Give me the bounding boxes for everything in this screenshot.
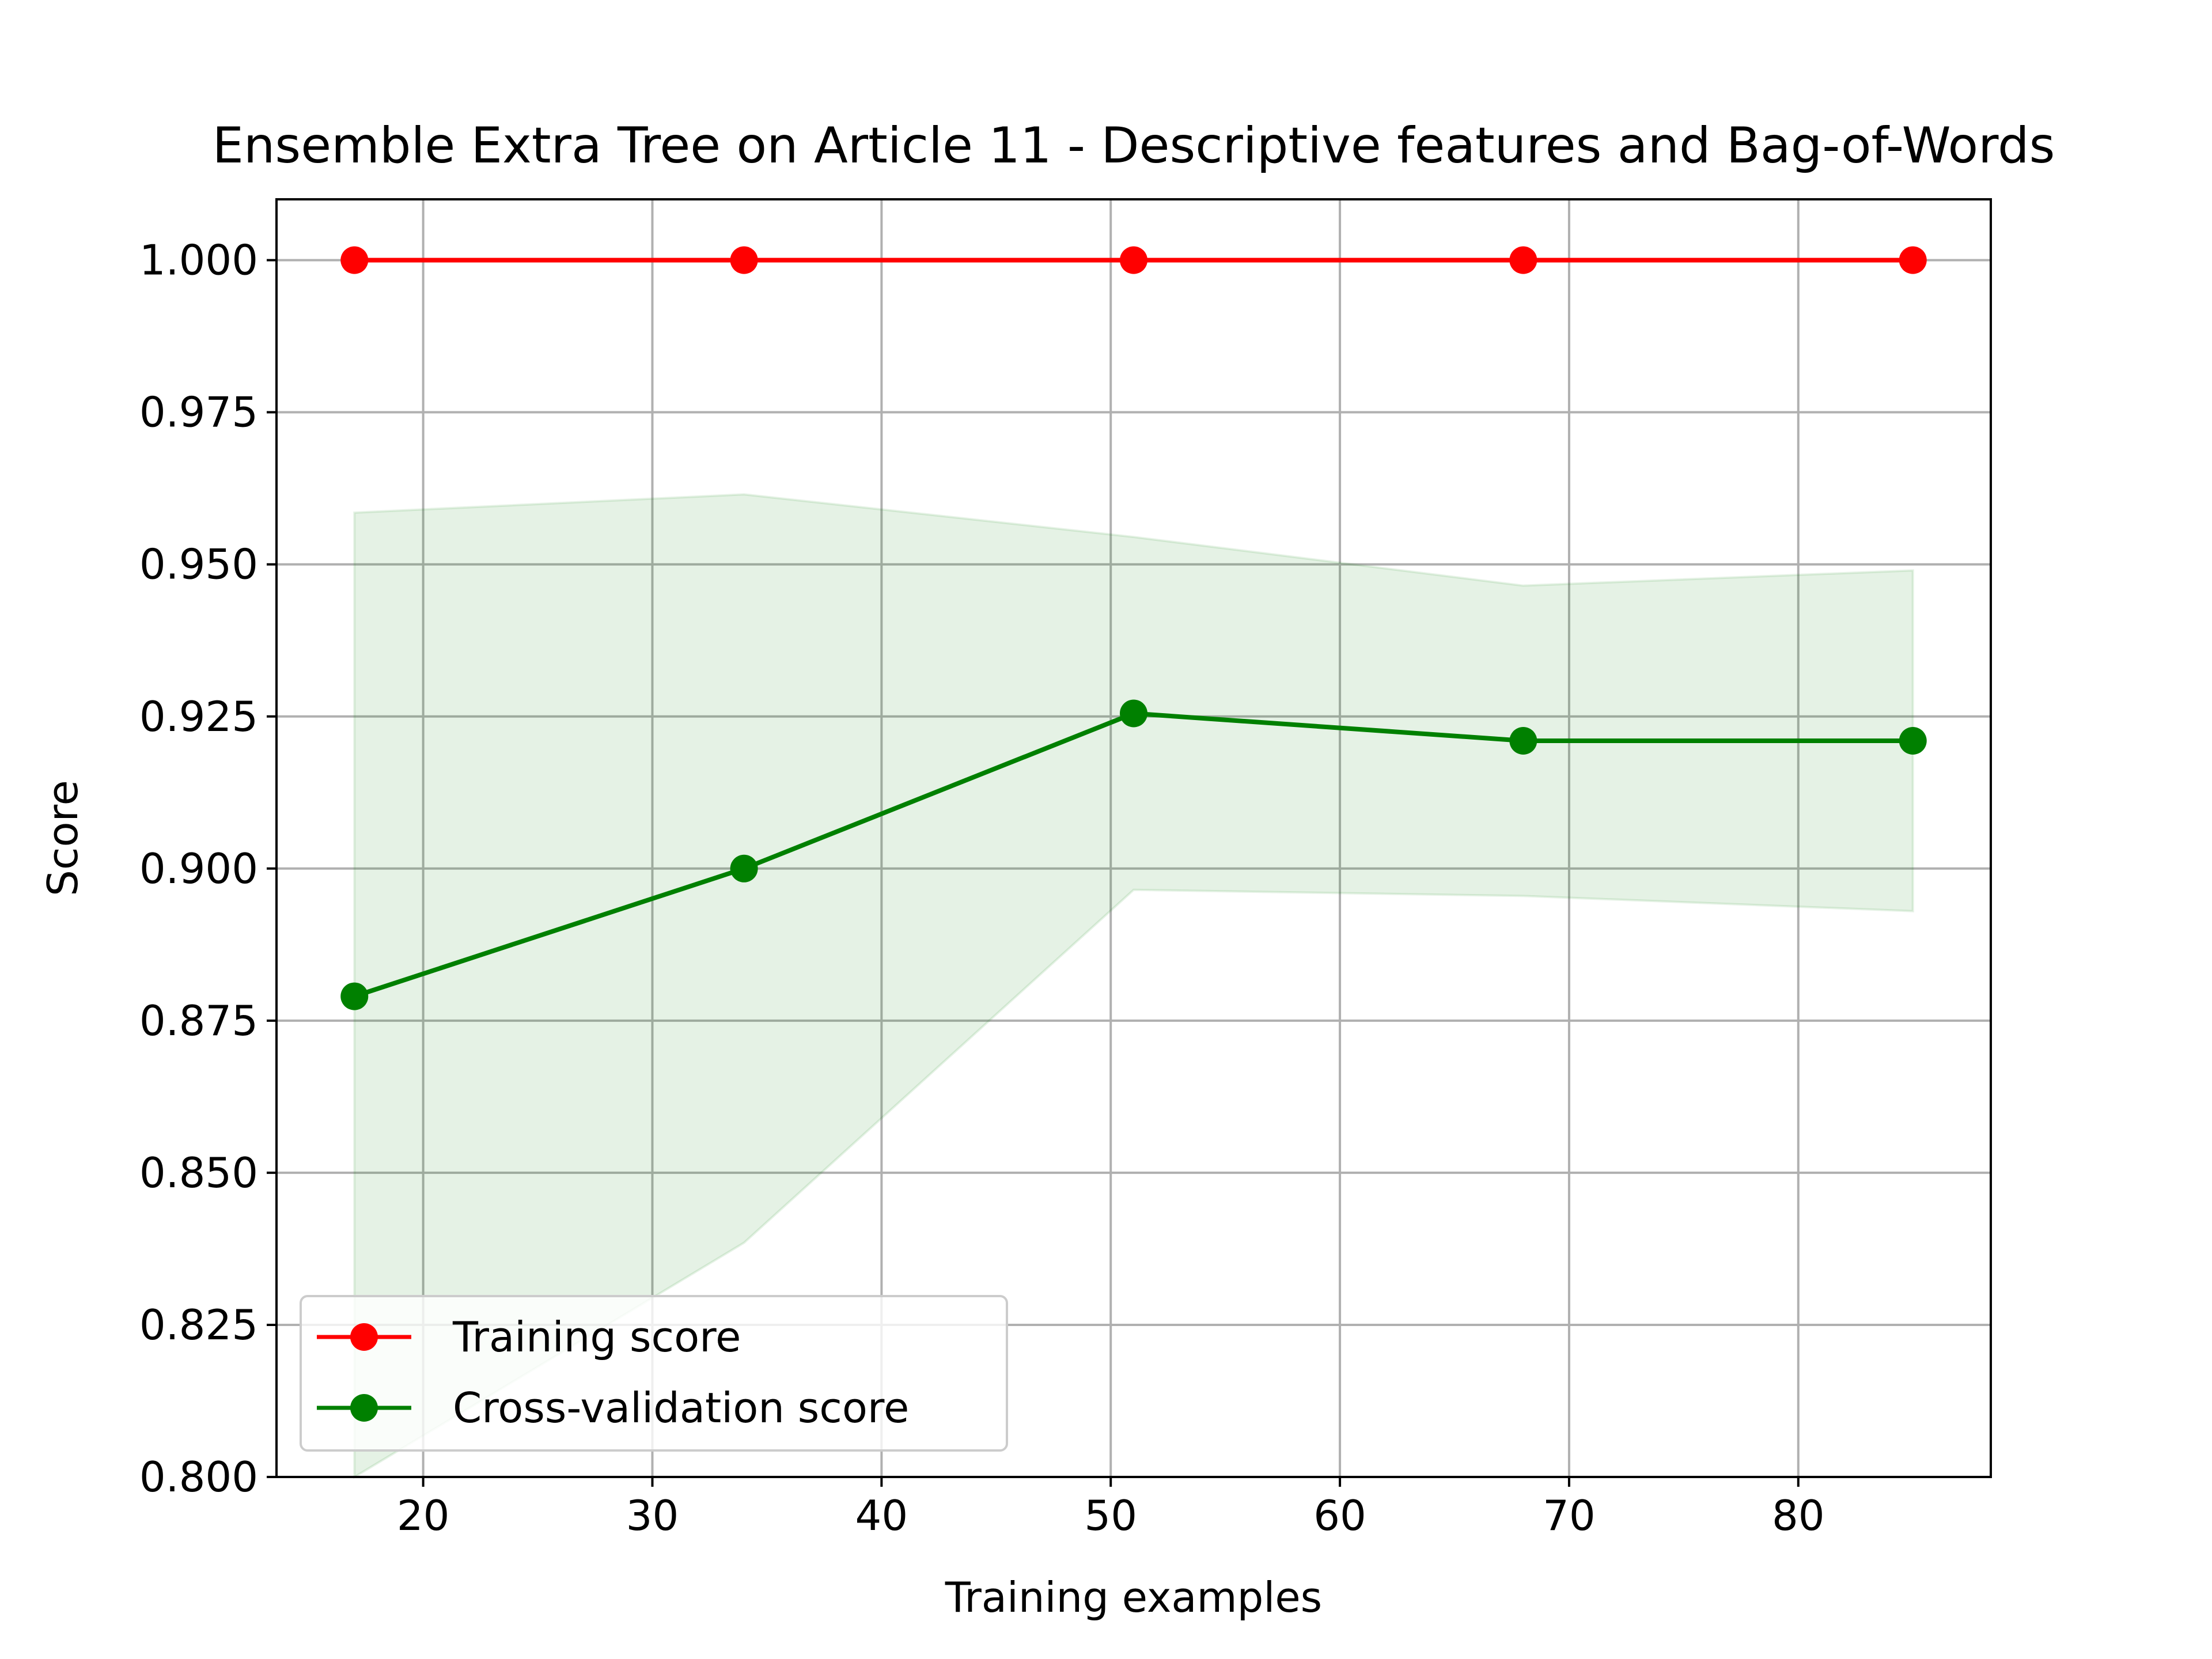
y-tick-label: 0.975: [139, 388, 258, 437]
data-point-cross-validation: [340, 982, 369, 1010]
y-tick-label: 0.800: [139, 1453, 258, 1501]
x-tick-label: 80: [1772, 1491, 1825, 1540]
y-tick-label: 0.925: [139, 692, 258, 741]
legend: Training score Cross-validation score: [300, 1295, 1008, 1452]
x-tick-label: 50: [1084, 1491, 1137, 1540]
data-point-training: [1509, 246, 1537, 274]
data-point-cross-validation: [1120, 699, 1147, 728]
series-training: [340, 246, 1927, 274]
y-tick-label: 1.000: [139, 236, 258, 285]
plot-frame: [275, 198, 1992, 1478]
legend-label-training: Training score: [452, 1313, 741, 1361]
x-tick-label: 60: [1313, 1491, 1366, 1540]
y-tick-label: 0.850: [139, 1149, 258, 1197]
data-point-cross-validation: [1899, 727, 1927, 755]
data-point-cross-validation: [1509, 727, 1537, 755]
x-tick-label: 40: [855, 1491, 908, 1540]
data-point-training: [1120, 246, 1147, 274]
data-point-training: [730, 246, 758, 274]
legend-marker-cv: [350, 1394, 378, 1422]
legend-label-cv: Cross-validation score: [453, 1384, 909, 1432]
series: [340, 246, 1927, 1010]
data-point-training: [340, 246, 369, 274]
x-tick-label: 70: [1543, 1491, 1596, 1540]
y-tick-label: 0.950: [139, 540, 258, 589]
y-tick-label: 0.825: [139, 1301, 258, 1349]
legend-box: [300, 1295, 1008, 1452]
x-axis-ticks: 20 30 40 50 60 70 80: [397, 1477, 1825, 1540]
series-cross-validation: [340, 699, 1927, 1010]
y-axis-ticks: 0.800 0.825 0.850 0.875 0.900 0.925 0.950 0.975…: [139, 236, 276, 1501]
x-tick-label: 30: [626, 1491, 679, 1540]
x-axis-label: Training examples: [945, 1573, 1322, 1622]
x-tick-label: 20: [397, 1491, 450, 1540]
data-point-cross-validation: [730, 854, 758, 882]
chart-title: Ensemble Extra Tree on Article 11 - Desc…: [213, 117, 2055, 175]
y-tick-label: 0.875: [139, 997, 258, 1045]
legend-marker-training: [350, 1323, 378, 1351]
y-axis-label: Score: [39, 780, 87, 896]
data-point-training: [1899, 246, 1927, 274]
y-tick-label: 0.900: [139, 844, 258, 893]
